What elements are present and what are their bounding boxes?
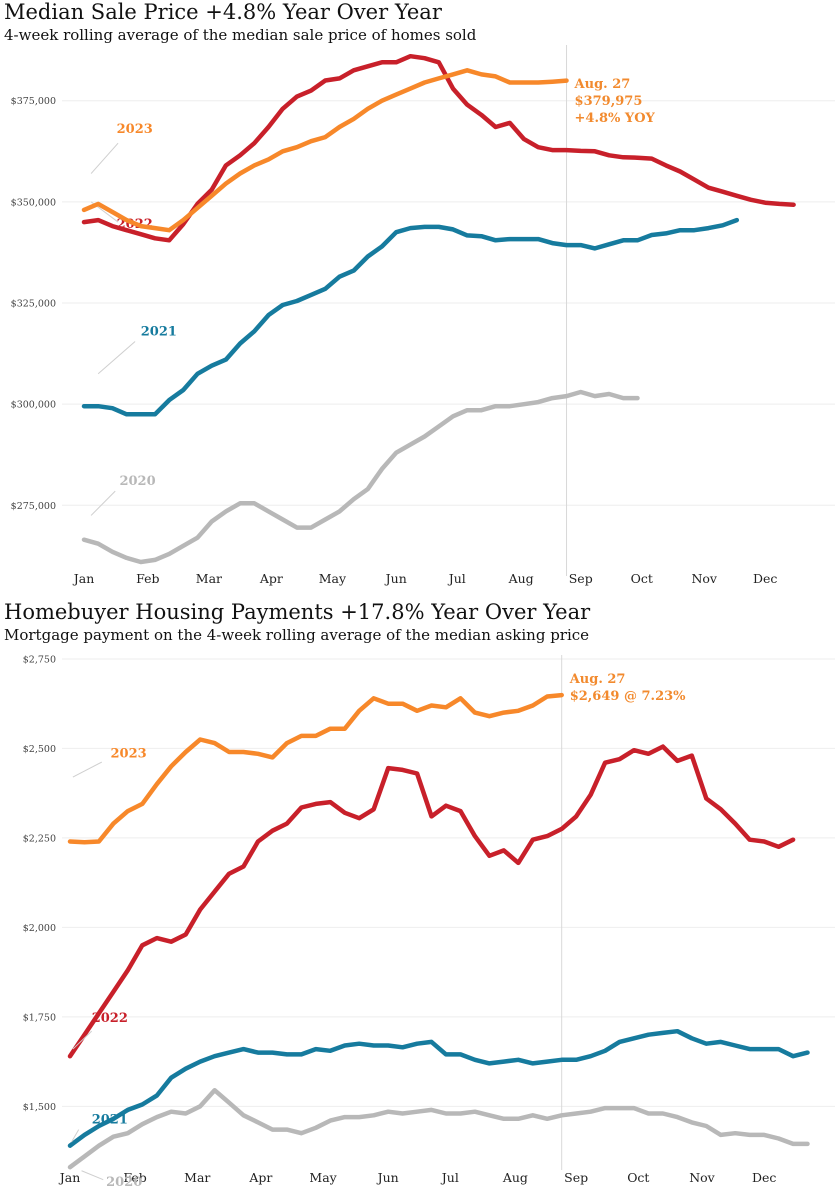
chart-2-y-tick-label: $2,500 bbox=[23, 744, 56, 755]
chart-1-month-label: Dec bbox=[753, 571, 777, 586]
chart-2-month-label: Jan bbox=[58, 1170, 81, 1185]
chart-2-month-label: Feb bbox=[123, 1170, 146, 1185]
chart-1-y-tick-label: $375,000 bbox=[11, 96, 56, 107]
chart-1-month-label: Oct bbox=[631, 571, 653, 586]
chart-1-y-tick-label: $275,000 bbox=[11, 501, 56, 512]
chart-2-month-label: May bbox=[309, 1170, 337, 1185]
chart-1-series-label-2023: 2023 bbox=[117, 122, 153, 137]
chart-2-series-label-2020: 2020 bbox=[106, 1175, 142, 1190]
chart-2-month-label: Sep bbox=[564, 1170, 588, 1185]
chart-1-month-label: Jan bbox=[72, 571, 95, 586]
chart-2-month-label: Oct bbox=[627, 1170, 649, 1185]
chart-2-series-label-2021: 2021 bbox=[92, 1112, 128, 1127]
chart-1-annotation-line: Aug. 27 bbox=[574, 77, 631, 92]
chart-2-line-2021 bbox=[67, 1028, 810, 1148]
chart-1-series-label-2020: 2020 bbox=[119, 474, 155, 489]
chart-1-subtitle: 4-week rolling average of the median sal… bbox=[4, 26, 477, 44]
chart-2-series-label-2022: 2022 bbox=[92, 1011, 128, 1026]
chart-2-month-label: Aug bbox=[502, 1170, 528, 1185]
chart-2-series-label-2023: 2023 bbox=[110, 746, 146, 761]
chart-1-line-2023 bbox=[81, 68, 569, 233]
chart-2-line-2023 bbox=[67, 692, 564, 845]
chart-2-month-label: Mar bbox=[184, 1170, 210, 1185]
chart-2-line-2022 bbox=[67, 744, 796, 1059]
chart-1-y-tick-label: $350,000 bbox=[11, 197, 56, 208]
chart-1-line-2022 bbox=[81, 53, 796, 243]
chart-1-month-label: Apr bbox=[259, 571, 283, 586]
chart-1-series-label-2021: 2021 bbox=[141, 324, 177, 339]
chart-1-month-label: Jun bbox=[384, 571, 407, 586]
chart-1-title: Median Sale Price +4.8% Year Over Year bbox=[4, 0, 442, 24]
chart-2-y-tick-label: $2,250 bbox=[23, 833, 56, 844]
chart-2-annotation-line: $2,649 @ 7.23% bbox=[570, 689, 686, 704]
chart-2-line-2020 bbox=[67, 1087, 810, 1170]
chart-2-month-label: Apr bbox=[248, 1170, 272, 1185]
chart-2-month-label: Jun bbox=[376, 1170, 399, 1185]
chart-2-y-tick-label: $1,750 bbox=[23, 1012, 56, 1023]
chart-2-month-label: Dec bbox=[752, 1170, 776, 1185]
chart-2-title: Homebuyer Housing Payments +17.8% Year O… bbox=[4, 600, 591, 624]
chart-2-month-label: Jul bbox=[440, 1170, 459, 1185]
chart-1-month-label: May bbox=[319, 571, 347, 586]
chart-1-leader-2020 bbox=[90, 490, 116, 516]
chart-1-annotation-line: $379,975 bbox=[575, 94, 643, 109]
chart-1-leader-2021 bbox=[97, 341, 136, 375]
chart-2-leader-2021 bbox=[71, 1129, 80, 1143]
chart-1-month-label: Mar bbox=[196, 571, 222, 586]
chart-2-month-label: Nov bbox=[689, 1170, 715, 1185]
chart-2-subtitle: Mortgage payment on the 4-week rolling a… bbox=[4, 626, 590, 644]
chart-1-month-label: Feb bbox=[136, 571, 159, 586]
chart-1-leader-2023 bbox=[90, 142, 119, 174]
chart-2-y-tick-label: $1,500 bbox=[23, 1102, 56, 1113]
chart-2-leader-2023 bbox=[72, 761, 103, 778]
chart-1-annotation-line: +4.8% YOY bbox=[575, 111, 656, 126]
chart-2-leader-2020 bbox=[81, 1170, 104, 1181]
chart-1-line-2021 bbox=[81, 217, 740, 417]
chart-1-y-tick-label: $300,000 bbox=[11, 400, 56, 411]
chart-1-month-label: Nov bbox=[691, 571, 717, 586]
chart-1-y-tick-label: $325,000 bbox=[11, 299, 56, 310]
chart-1-line-2020 bbox=[81, 389, 640, 565]
chart-2-y-tick-label: $2,750 bbox=[23, 654, 56, 665]
chart-1-month-label: Aug bbox=[508, 571, 534, 586]
chart-2-leader-2022 bbox=[72, 1030, 93, 1050]
chart-1-month-label: Sep bbox=[569, 571, 593, 586]
chart-2-y-tick-label: $2,000 bbox=[23, 923, 56, 934]
chart-1-month-label: Jul bbox=[447, 571, 466, 586]
chart-2-annotation-line: Aug. 27 bbox=[569, 672, 626, 687]
